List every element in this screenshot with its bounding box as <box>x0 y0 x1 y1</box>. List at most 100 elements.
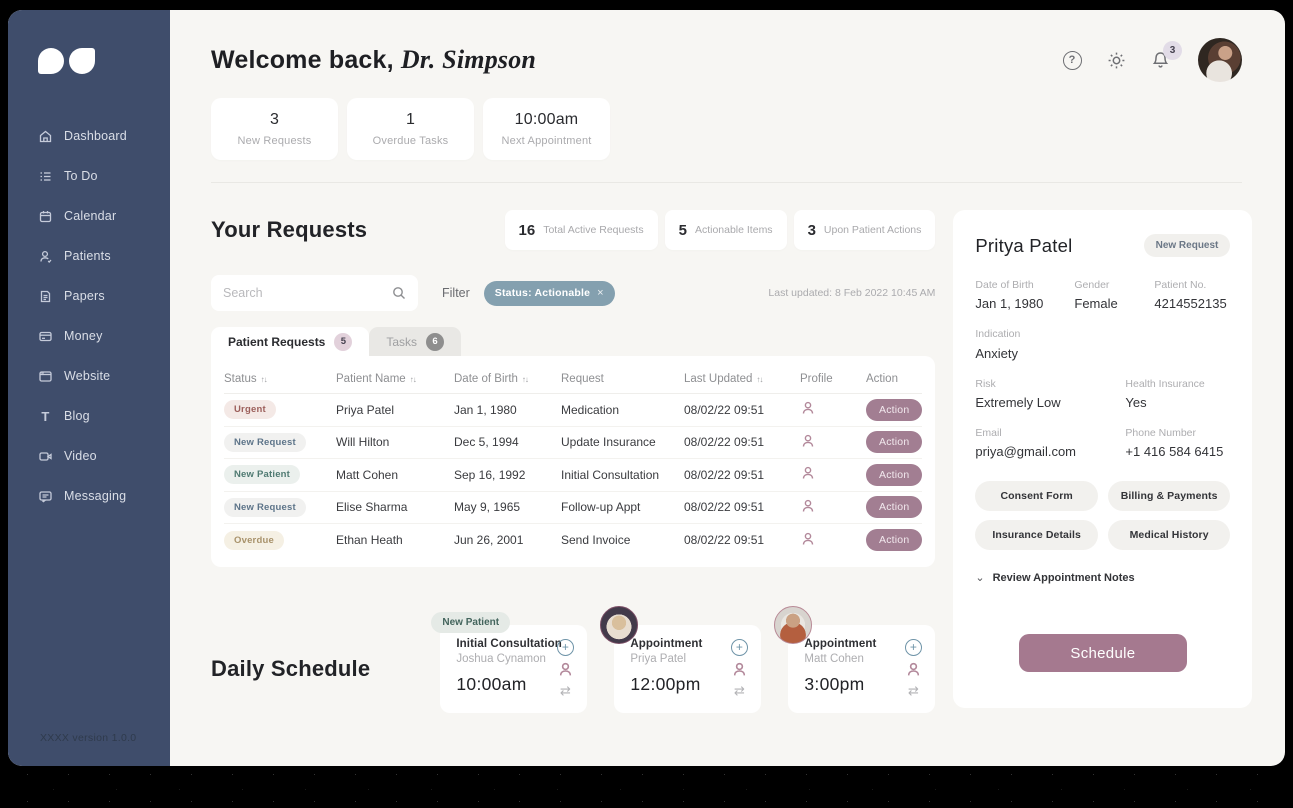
insurance-details-button[interactable]: Insurance Details <box>975 520 1098 550</box>
email-value: priya@gmail.com <box>975 444 1077 459</box>
column-header-request: Request <box>561 372 604 385</box>
filter-chip-status-actionable[interactable]: Status: Actionable <box>483 280 615 306</box>
patient-name-cell: Priya Patel <box>336 402 395 417</box>
patient-indication: Indication Anxiety <box>975 328 1230 361</box>
requests-column: Your Requests 16 Total Active Requests 5… <box>211 183 936 713</box>
reschedule-icon[interactable] <box>560 683 571 699</box>
user-avatar[interactable] <box>1198 38 1242 82</box>
medical-history-button[interactable]: Medical History <box>1107 520 1231 550</box>
field-label: Gender <box>1074 279 1110 291</box>
stat-label: Actionable Items <box>694 224 773 236</box>
action-button[interactable]: Action <box>866 529 923 552</box>
stat-upon-patient-actions: 3 Upon Patient Actions <box>793 210 936 250</box>
tab-tasks[interactable]: Tasks 6 <box>369 327 462 356</box>
app-window: Dashboard To Do Calendar Patients Papers… <box>8 10 1285 766</box>
patient-panel-header: Pritya Patel New Request <box>975 234 1231 257</box>
sort-icon[interactable] <box>261 375 267 384</box>
summary-value: 3 <box>269 111 280 128</box>
profile-icon[interactable] <box>557 661 574 678</box>
tab-label: Patient Requests <box>228 334 326 349</box>
summary-card-overdue-tasks[interactable]: 1 Overdue Tasks <box>347 98 474 160</box>
billing-payments-button[interactable]: Billing & Payments <box>1107 481 1231 511</box>
sort-icon[interactable] <box>522 375 528 384</box>
help-button[interactable] <box>1060 48 1084 72</box>
profile-icon[interactable] <box>800 433 816 449</box>
home-icon <box>39 130 52 142</box>
profile-icon[interactable] <box>800 531 816 547</box>
phone-value: +1 416 584 6415 <box>1125 444 1224 459</box>
requests-table: Status Patient Name Date of Birth Reques… <box>211 356 936 567</box>
request-cell: Follow-up Appt <box>561 500 641 515</box>
summary-cards: 3 New Requests 1 Overdue Tasks 10:00am N… <box>211 98 1242 160</box>
sidebar-item-patients[interactable]: Patients <box>38 246 170 266</box>
profile-icon[interactable] <box>800 498 816 514</box>
profile-icon[interactable] <box>800 400 816 416</box>
field-label: Patient No. <box>1154 279 1207 291</box>
review-notes-label: Review Appointment Notes <box>992 572 1135 584</box>
text-icon: T <box>41 408 50 424</box>
sidebar-item-papers[interactable]: Papers <box>38 286 170 306</box>
list-icon <box>40 171 51 181</box>
sidebar-item-video[interactable]: Video <box>38 446 170 466</box>
stat-value: 16 <box>518 221 536 239</box>
sidebar-item-todo[interactable]: To Do <box>38 166 170 186</box>
help-icon <box>1062 50 1082 70</box>
reschedule-icon[interactable] <box>734 683 745 699</box>
search-input[interactable] <box>223 286 384 300</box>
summary-card-new-requests[interactable]: 3 New Requests <box>211 98 338 160</box>
sidebar-item-website[interactable]: Website <box>38 366 170 386</box>
sort-icon[interactable] <box>756 375 762 384</box>
summary-card-next-appointment[interactable]: 10:00am Next Appointment <box>483 98 610 160</box>
schedule-button[interactable]: Schedule <box>1018 634 1187 672</box>
sidebar-item-calendar[interactable]: Calendar <box>38 206 170 226</box>
last-updated-cell: 08/02/22 09:51 <box>684 402 765 417</box>
patient-risk-insurance: Risk Health Insurance Extremely Low Yes <box>975 378 1230 410</box>
review-notes-toggle[interactable]: Review Appointment Notes <box>975 572 1230 584</box>
stat-actionable-items: 5 Actionable Items <box>664 210 787 250</box>
field-label: Risk <box>975 378 996 390</box>
schedule-card[interactable]: Appointment Matt Cohen 3:00pm <box>774 605 936 713</box>
add-icon[interactable] <box>730 638 748 656</box>
chevron-down-icon <box>975 574 984 582</box>
filter-chip-label: Status: Actionable <box>494 287 591 299</box>
profile-icon[interactable] <box>731 661 748 678</box>
settings-button[interactable] <box>1104 48 1128 72</box>
action-button[interactable]: Action <box>866 496 923 519</box>
sidebar-item-blog[interactable]: T Blog <box>38 406 170 426</box>
status-badge: Urgent <box>224 400 276 420</box>
patient-detail-panel: Pritya Patel New Request Date of Birth G… <box>953 210 1253 708</box>
sidebar-item-money[interactable]: Money <box>38 326 170 346</box>
tab-patient-requests[interactable]: Patient Requests 5 <box>211 327 370 356</box>
patient-name-cell: Matt Cohen <box>336 467 399 482</box>
action-button[interactable]: Action <box>866 463 923 486</box>
field-label: Health Insurance <box>1125 378 1205 390</box>
sidebar-item-dashboard[interactable]: Dashboard <box>38 126 170 146</box>
video-icon <box>39 451 52 461</box>
patient-dob: Jan 1, 1980 <box>975 296 1044 311</box>
appointment-type: Appointment <box>630 637 703 650</box>
add-icon[interactable] <box>556 638 574 656</box>
summary-value: 10:00am <box>514 111 579 128</box>
schedule-card[interactable]: New Patient Initial Consultation Joshua … <box>431 611 588 713</box>
reschedule-icon[interactable] <box>908 683 919 699</box>
notifications-button[interactable]: 3 <box>1148 41 1182 72</box>
remove-filter-icon[interactable] <box>597 287 604 299</box>
add-icon[interactable] <box>904 638 922 656</box>
field-label: Phone Number <box>1125 427 1197 439</box>
patients-icon <box>40 250 52 263</box>
requests-header: Your Requests 16 Total Active Requests 5… <box>211 209 936 251</box>
request-cell: Send Invoice <box>561 533 631 548</box>
action-button[interactable]: Action <box>866 398 923 421</box>
profile-icon[interactable] <box>800 465 816 481</box>
action-button[interactable]: Action <box>866 431 923 454</box>
sort-icon[interactable] <box>410 375 416 384</box>
main-content: Welcome back, Dr. Simpson 3 3 New Reques… <box>170 10 1285 766</box>
patient-document-buttons: Consent Form Billing & Payments Insuranc… <box>975 481 1231 550</box>
schedule-card[interactable]: Appointment Priya Patel 12:00pm <box>600 605 762 713</box>
request-cell: Medication <box>561 402 620 417</box>
consent-form-button[interactable]: Consent Form <box>975 481 1098 511</box>
profile-icon[interactable] <box>905 661 922 678</box>
sidebar-item-messaging[interactable]: Messaging <box>38 486 170 506</box>
requests-title: Your Requests <box>211 217 368 242</box>
